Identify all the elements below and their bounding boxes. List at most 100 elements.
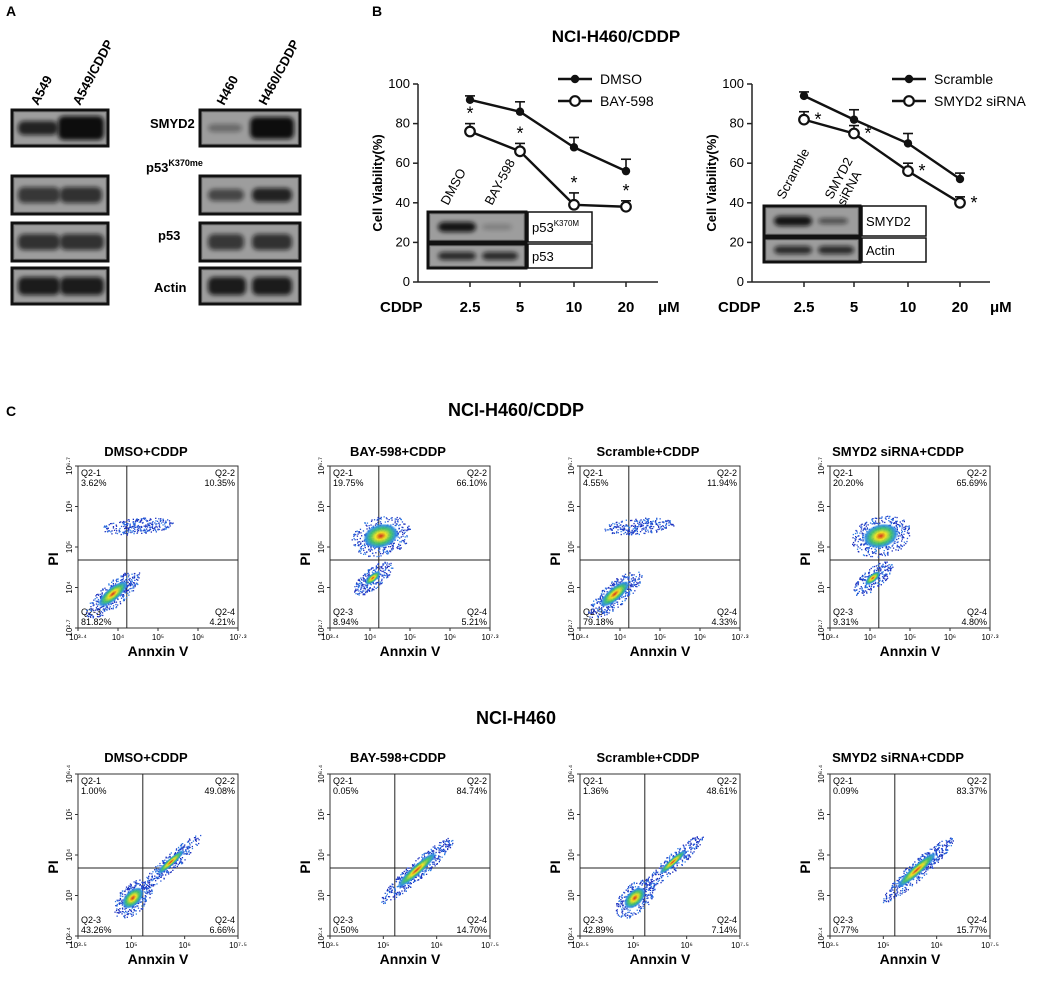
- y-tick-label: 10⁶·⁷: [817, 457, 826, 475]
- density-core: [121, 887, 144, 909]
- event-dot: [622, 525, 625, 527]
- event-dot: [631, 585, 633, 587]
- event-dot: [97, 608, 100, 610]
- event-dot: [190, 852, 192, 854]
- event-dot: [636, 530, 638, 533]
- event-dot: [147, 891, 149, 893]
- event-dot: [861, 532, 863, 534]
- event-dot: [200, 834, 202, 837]
- event-dot: [598, 614, 601, 616]
- density-core: [623, 887, 646, 909]
- event-dot: [389, 885, 391, 887]
- event-dot: [691, 838, 693, 841]
- event-dot: [97, 594, 100, 596]
- event-dot: [879, 547, 881, 550]
- event-dot: [403, 523, 405, 525]
- event-dot: [121, 902, 123, 904]
- event-dot: [168, 526, 170, 529]
- event-dot: [944, 852, 946, 855]
- event-dot: [126, 916, 128, 918]
- event-dot: [652, 896, 654, 898]
- event-dot: [951, 838, 953, 840]
- event-dot: [697, 842, 699, 844]
- event-dot: [657, 871, 659, 873]
- event-dot: [193, 837, 196, 839]
- event-dot: [890, 521, 892, 523]
- event-dot: [362, 579, 364, 581]
- event-dot: [118, 529, 120, 532]
- event-dot: [690, 851, 692, 853]
- x-tick-label: 10⁶: [179, 941, 191, 950]
- event-dot: [360, 590, 362, 592]
- event-dot: [653, 885, 656, 887]
- event-dot: [666, 873, 668, 875]
- event-dot: [149, 528, 152, 530]
- event-dot: [629, 909, 631, 911]
- event-dot: [117, 598, 119, 601]
- event-dot: [184, 844, 186, 846]
- event-dot: [896, 538, 898, 541]
- inset-lane-label: Scramble: [773, 146, 812, 202]
- event-dot: [668, 857, 671, 859]
- event-dot: [619, 906, 622, 908]
- event-dot: [92, 602, 94, 604]
- event-dot: [155, 871, 157, 873]
- event-dot: [883, 900, 885, 902]
- quadrant-value-q1: 1.36%: [583, 786, 609, 796]
- event-dot: [620, 533, 622, 536]
- event-dot: [878, 563, 880, 565]
- event-dot: [179, 857, 182, 860]
- event-dot: [361, 592, 363, 594]
- event-dot: [134, 523, 136, 525]
- event-dot: [137, 579, 139, 581]
- event-dot: [621, 904, 624, 906]
- event-dot: [157, 529, 159, 531]
- event-dot: [645, 900, 647, 902]
- event-dot: [438, 851, 440, 853]
- quadrant-value-q2: 83.37%: [956, 786, 987, 796]
- event-dot: [611, 582, 613, 584]
- event-dot: [359, 581, 361, 583]
- event-dot: [108, 607, 110, 609]
- event-dot: [161, 865, 163, 867]
- event-dot: [144, 886, 147, 889]
- event-dot: [374, 583, 376, 585]
- event-dot: [109, 523, 112, 525]
- x-tick-label: 10³·⁴: [321, 633, 339, 642]
- event-dot: [116, 581, 118, 583]
- event-dot: [373, 589, 375, 591]
- event-dot: [407, 526, 409, 528]
- event-dot: [909, 866, 911, 868]
- event-dot: [598, 607, 600, 609]
- event-dot: [101, 592, 103, 594]
- event-dot: [634, 530, 636, 532]
- event-dot: [601, 607, 603, 609]
- event-dot: [660, 527, 662, 529]
- event-dot: [410, 886, 412, 888]
- event-dot: [887, 548, 890, 550]
- event-dot: [447, 840, 449, 842]
- event-dot: [384, 901, 386, 903]
- event-dot: [620, 903, 622, 905]
- event-dot: [642, 901, 644, 903]
- event-dot: [872, 518, 874, 520]
- event-dot: [889, 565, 892, 568]
- event-dot: [620, 521, 623, 523]
- event-dot: [392, 886, 394, 888]
- event-dot: [392, 547, 394, 549]
- event-dot: [381, 570, 383, 573]
- event-dot: [852, 544, 855, 546]
- event-dot: [864, 574, 866, 576]
- event-dot: [628, 592, 630, 594]
- event-dot: [137, 519, 139, 521]
- event-dot: [414, 880, 417, 882]
- event-dot: [111, 522, 113, 525]
- event-dot: [615, 910, 618, 912]
- event-dot: [595, 607, 597, 609]
- event-dot: [358, 584, 360, 587]
- event-dot: [866, 521, 868, 523]
- event-dot: [616, 601, 619, 603]
- quadrant-name-q2: Q2-2: [717, 468, 737, 478]
- event-dot: [115, 532, 117, 534]
- event-dot: [647, 879, 649, 881]
